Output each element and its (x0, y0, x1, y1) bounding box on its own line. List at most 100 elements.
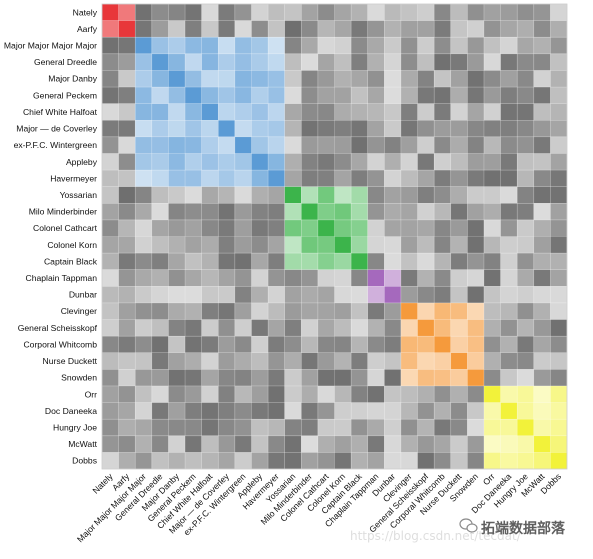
heatmap-cell (317, 186, 335, 204)
heatmap-cell (351, 53, 368, 71)
heatmap-cell (135, 319, 152, 337)
heatmap-cell (434, 369, 451, 386)
heatmap-cell (317, 385, 335, 403)
heatmap-cell (135, 253, 152, 270)
row-label: Snowden (61, 373, 97, 383)
heatmap-cell (301, 203, 318, 220)
heatmap-cell (201, 253, 219, 270)
heatmap-cell (500, 419, 518, 436)
heatmap-cell (135, 452, 152, 469)
heatmap-cell (317, 419, 335, 436)
heatmap-cell (367, 186, 385, 204)
heatmap-cell (185, 70, 202, 88)
heatmap-cell (384, 203, 401, 220)
heatmap-cell (434, 120, 451, 137)
heatmap-cell (467, 369, 484, 386)
heatmap-cell (268, 286, 285, 303)
heatmap-cell (400, 136, 418, 154)
heatmap-cell (533, 4, 551, 21)
heatmap-cell (168, 186, 186, 204)
watermark: https://blog.csdn.net/tecdat/ 拓端数据部落 (350, 518, 566, 543)
heatmap-cell (384, 186, 401, 204)
heatmap-cell (400, 435, 418, 453)
heatmap-cell (334, 352, 352, 370)
heatmap-cell (168, 319, 186, 337)
heatmap-cell (317, 435, 335, 453)
heatmap-cell (284, 419, 302, 436)
heatmap-cell (201, 219, 219, 237)
heatmap-cell (102, 452, 119, 469)
heatmap-cell (384, 302, 401, 320)
heatmap-cell (301, 419, 318, 436)
heatmap-cell (301, 219, 318, 237)
heatmap-cell (467, 352, 484, 370)
heatmap-cell (550, 385, 567, 403)
heatmap-cell (517, 203, 534, 220)
heatmap-cell (417, 269, 435, 287)
heatmap-cell (185, 286, 202, 303)
heatmap-cell (151, 452, 169, 469)
heatmap-cell (234, 219, 252, 237)
heatmap-cell (450, 302, 468, 320)
watermark-brand: 拓端数据部落 (481, 520, 566, 537)
heatmap-cell (367, 319, 385, 337)
heatmap-cell (483, 302, 501, 320)
heatmap-cell (234, 336, 252, 353)
heatmap-cell (384, 37, 401, 54)
heatmap-cell (334, 269, 352, 287)
heatmap-cell (500, 203, 518, 220)
heatmap-cell (384, 336, 401, 353)
heatmap-cell (135, 336, 152, 353)
heatmap-cell (218, 385, 235, 403)
heatmap-cell (533, 253, 551, 270)
heatmap-cell (334, 87, 352, 104)
heatmap-cell (351, 4, 368, 21)
heatmap-cell (234, 153, 252, 171)
column-label: Major Major Major Major (75, 471, 148, 544)
heatmap-cell (334, 435, 352, 453)
heatmap-cell (367, 103, 385, 121)
heatmap-cell (151, 302, 169, 320)
heatmap-cell (168, 385, 186, 403)
heatmap-cell (400, 170, 418, 187)
heatmap-cell (201, 352, 219, 370)
heatmap-cell (434, 435, 451, 453)
heatmap-cell (434, 153, 451, 171)
heatmap-cell (151, 203, 169, 220)
heatmap-cell (301, 253, 318, 270)
heatmap-cell (483, 352, 501, 370)
heatmap-cell (334, 219, 352, 237)
heatmap-cell (417, 402, 435, 420)
heatmap-cell (483, 319, 501, 337)
heatmap-cell (334, 186, 352, 204)
heatmap-cell (550, 203, 567, 220)
heatmap-cell (102, 236, 119, 254)
heatmap-cell (500, 20, 518, 38)
heatmap-cell (102, 385, 119, 403)
heatmap-cell (450, 37, 468, 54)
heatmap-cell (384, 136, 401, 154)
heatmap-cell (483, 219, 501, 237)
heatmap-cell (201, 87, 219, 104)
heatmap-cell (234, 253, 252, 270)
heatmap-cell (434, 203, 451, 220)
heatmap-cell (218, 136, 235, 154)
heatmap-cell (118, 103, 136, 121)
heatmap-cell (417, 236, 435, 254)
heatmap-cell (367, 452, 385, 469)
heatmap-cell (384, 402, 401, 420)
heatmap-cell (517, 269, 534, 287)
heatmap-cell (533, 419, 551, 436)
heatmap-cell (118, 37, 136, 54)
heatmap-cell (201, 319, 219, 337)
heatmap-cell (234, 319, 252, 337)
heatmap-cell (417, 369, 435, 386)
heatmap-cell (351, 219, 368, 237)
heatmap-cell (483, 286, 501, 303)
heatmap-cell (400, 286, 418, 303)
heatmap-cell (185, 186, 202, 204)
heatmap-cell (268, 203, 285, 220)
heatmap-cell (168, 369, 186, 386)
heatmap-cell (268, 120, 285, 137)
heatmap-cell (384, 286, 401, 303)
